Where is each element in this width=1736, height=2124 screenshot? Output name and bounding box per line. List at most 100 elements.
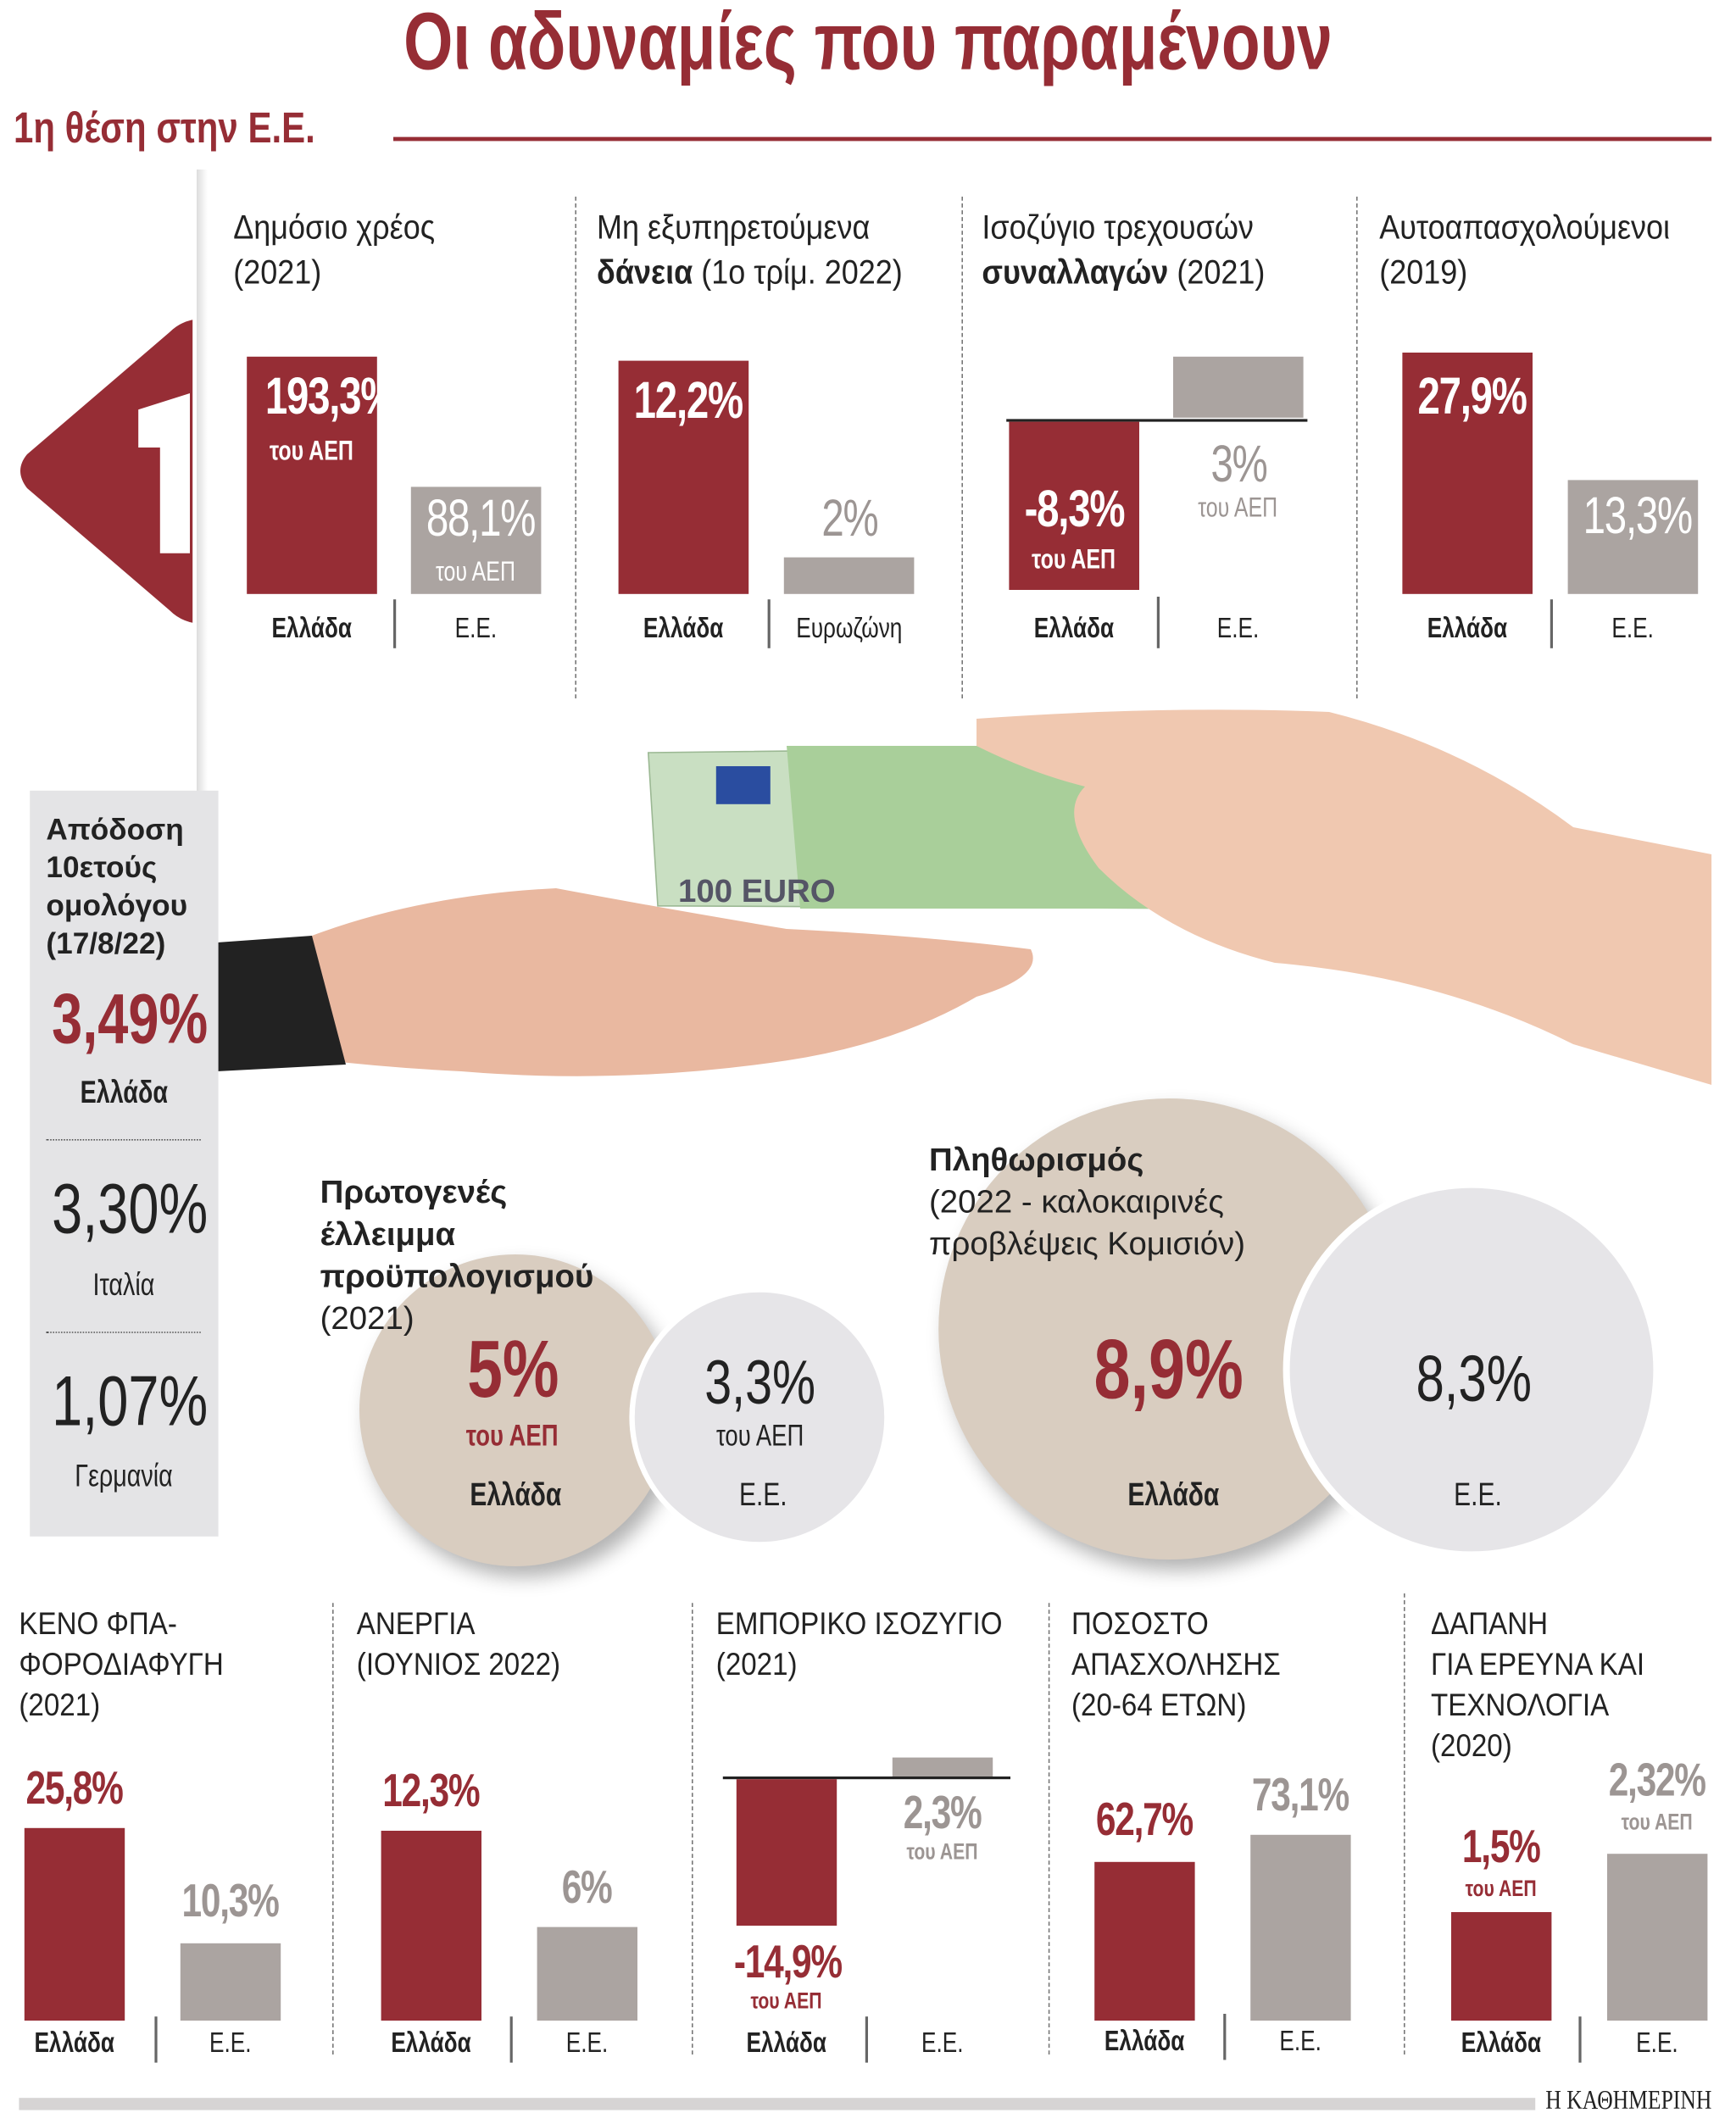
bar-eu <box>537 1927 637 2021</box>
divider <box>1223 2014 1226 2060</box>
note-label: του ΑΕΠ <box>466 1418 559 1453</box>
value-label: 2,32% <box>1609 1754 1706 1807</box>
category-label: Ελλάδα <box>391 2027 472 2059</box>
value-label: 13,3% <box>1583 488 1693 546</box>
value-label: 12,3% <box>382 1765 481 1817</box>
note-label: του ΑΕΠ <box>906 1838 979 1865</box>
bar-greece <box>381 1831 481 2021</box>
category-label: Ε.Ε. <box>739 1476 788 1514</box>
category-label: Ελλάδα <box>34 2027 115 2059</box>
value-label: 193,3% <box>264 369 397 426</box>
category-label: Ε.Ε. <box>454 613 498 644</box>
bubble-greece <box>359 1254 671 1566</box>
bar-eu <box>1607 1854 1708 2021</box>
divider <box>1356 197 1358 698</box>
chart-title: Μη εξυπηρετούμενα δάνεια (1ο τρίμ. 2022) <box>597 209 903 292</box>
svg-text:100 EURO: 100 EURO <box>678 873 836 909</box>
publisher-logo: Η ΚΑΘΗΜΕΡΙΝΗ <box>1545 2085 1712 2116</box>
bar-greece <box>1094 1861 1195 2021</box>
rank-one-badge <box>20 312 210 631</box>
divider <box>46 1139 201 1141</box>
note-label: του ΑΕΠ <box>1198 493 1278 524</box>
value-label: 25,8% <box>25 1763 124 1815</box>
chart-title: ΑΝΕΡΓΙΑ (ΙΟΥΝΙΟΣ 2022) <box>356 1605 561 1682</box>
bar-greece <box>618 360 749 594</box>
category-label: Ελλάδα <box>271 613 353 644</box>
value-label: 62,7% <box>1096 1793 1194 1846</box>
bar-greece <box>24 1827 125 2021</box>
note-label: του ΑΕΠ <box>436 557 516 587</box>
category-label: Ε.Ε. <box>921 2027 964 2059</box>
category-label: Ε.Ε. <box>1279 2026 1322 2058</box>
value-label: 1,5% <box>1462 1821 1541 1873</box>
bar-eu <box>410 487 542 594</box>
badge-shadow <box>197 170 208 793</box>
divider <box>961 197 963 698</box>
bubble-eu <box>1283 1181 1661 1559</box>
note-label: του ΑΕΠ <box>715 1418 804 1453</box>
bar-greece <box>247 356 377 594</box>
bubble-eu <box>629 1287 890 1548</box>
bar-eu <box>892 1757 993 1776</box>
category-label: Ελλάδα <box>1127 1476 1219 1514</box>
category-label: Ε.Ε. <box>1636 2027 1678 2059</box>
chart-title: Ισοζύγιο τρεχουσών συναλλαγών (2021) <box>982 209 1266 292</box>
bar-greece <box>1451 1912 1552 2021</box>
divider <box>767 599 770 648</box>
note-label: του ΑΕΠ <box>270 436 354 467</box>
value-label: 73,1% <box>1252 1770 1349 1821</box>
value-label: 8,9% <box>1093 1323 1244 1417</box>
divider <box>1048 1603 1050 2054</box>
divider <box>1578 2016 1581 2063</box>
category-label: Ελλάδα <box>1427 613 1508 644</box>
value-label: 10,3% <box>181 1875 280 1927</box>
note-label: του ΑΕΠ <box>750 1988 823 2014</box>
category-label: Ε.Ε. <box>1217 613 1260 644</box>
bar-eu <box>180 1943 281 2021</box>
category-label: Ελλάδα <box>1461 2027 1542 2059</box>
category-label: Ελλάδα <box>470 1476 561 1514</box>
section-rule <box>393 136 1712 142</box>
divider <box>575 197 576 698</box>
value-label: 8,3% <box>1416 1343 1533 1416</box>
bar-eu <box>1250 1834 1351 2021</box>
divider <box>1156 597 1160 648</box>
category-label: Ελλάδα <box>1033 613 1115 644</box>
bond-yield-panel <box>30 790 219 1537</box>
category-label: Ε.Ε. <box>1611 613 1655 644</box>
note-label: του ΑΕΠ <box>1466 1875 1538 1902</box>
chart-title: ΚΕΝΟ ΦΠΑ- ΦΟΡΟΔΙΑΦΥΓΗ (2021) <box>19 1605 224 1722</box>
category-label: Ελλάδα <box>643 613 724 644</box>
value-label: -14,9% <box>733 1936 843 1988</box>
value-label: 3% <box>1210 436 1267 494</box>
category-label: Ε.Ε. <box>209 2027 252 2059</box>
value-label: -8,3% <box>1024 481 1125 539</box>
note-label: του ΑΕΠ <box>1622 1809 1694 1835</box>
value-label: 2,3% <box>904 1787 982 1839</box>
zero-baseline <box>722 1776 1010 1780</box>
bond-country: Γερμανία <box>75 1458 174 1493</box>
category-label: Ελλάδα <box>1104 2026 1185 2058</box>
divider <box>865 2016 868 2063</box>
divider <box>509 2016 512 2063</box>
bond-value-italy: 3,30% <box>52 1170 209 1249</box>
value-label: 6% <box>562 1861 613 1914</box>
divider <box>332 1603 334 2054</box>
divider <box>393 599 396 648</box>
section-title: 1η θέση στην Ε.Ε. <box>14 103 315 153</box>
divider <box>692 1603 693 2054</box>
bond-title: Απόδοση 10ετούς ομολόγου (17/8/22) <box>46 812 188 960</box>
chart-title: Πρωτογενές έλλειμμα προϋπολογισμού (2021) <box>320 1174 594 1337</box>
category-label: Ελλάδα <box>746 2027 827 2059</box>
value-label: 12,2% <box>633 373 743 431</box>
chart-title: ΠΟΣΟΣΤΟ ΑΠΑΣΧΟΛΗΣΗΣ (20-64 ΕΤΩΝ) <box>1071 1605 1281 1722</box>
chart-title: ΕΜΠΟΡΙΚΟ ΙΣΟΖΥΓΙΟ (2021) <box>715 1605 1003 1682</box>
value-label: 27,9% <box>1417 369 1527 426</box>
bar-eu <box>1567 480 1699 594</box>
bar-eu <box>1173 356 1304 418</box>
hands-banknote-photo: 100 EURO <box>217 709 1712 1085</box>
bond-country: Ελλάδα <box>80 1074 169 1109</box>
footer-bar <box>19 2098 1536 2110</box>
value-label: 3,3% <box>704 1346 815 1417</box>
